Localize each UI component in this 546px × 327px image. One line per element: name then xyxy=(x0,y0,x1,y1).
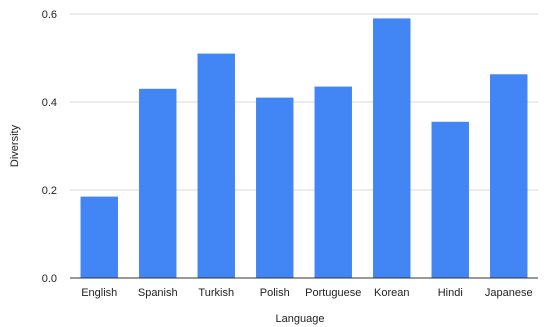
x-tick-label: Spanish xyxy=(138,287,178,299)
bar-korean xyxy=(373,18,411,279)
x-tick-label: Polish xyxy=(260,287,290,299)
bar-turkish xyxy=(197,53,235,278)
bar-polish xyxy=(256,97,294,278)
bar-japanese xyxy=(490,74,528,278)
x-tick-label: Japanese xyxy=(485,287,533,299)
x-tick-label: Turkish xyxy=(198,287,234,299)
bar-english xyxy=(80,196,118,278)
y-tick-label: 0.0 xyxy=(42,273,57,285)
x-tick-label: Portuguese xyxy=(305,287,361,299)
y-axis-title: Diversity xyxy=(9,124,21,167)
x-tick-label: Korean xyxy=(374,287,409,299)
x-tick-label: English xyxy=(81,287,117,299)
y-tick-label: 0.2 xyxy=(42,185,57,197)
bar-portuguese xyxy=(314,86,352,278)
y-tick-labels: 0.0 0.2 0.4 0.6 xyxy=(42,9,57,285)
bar-spanish xyxy=(139,88,177,278)
x-tick-label: Hindi xyxy=(438,287,463,299)
bar-hindi xyxy=(431,121,469,278)
y-tick-label: 0.6 xyxy=(42,9,57,21)
y-tick-label: 0.4 xyxy=(42,97,57,109)
x-tick-labels: English Spanish Turkish Polish Portuguese Kor… xyxy=(81,287,532,299)
x-axis-title: Language xyxy=(276,313,325,325)
bars xyxy=(80,18,528,279)
